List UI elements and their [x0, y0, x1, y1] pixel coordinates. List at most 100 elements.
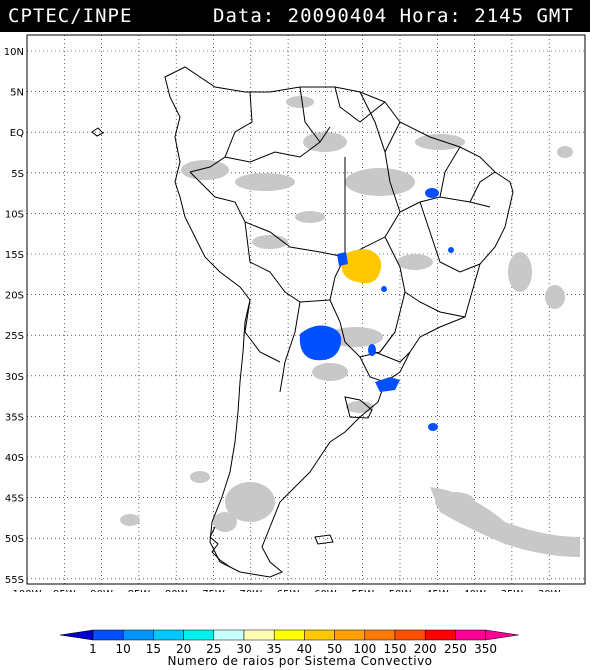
lat-tick-label: 50S	[5, 534, 24, 545]
storm-blue	[428, 423, 438, 431]
lat-tick-label: 25S	[5, 331, 24, 342]
island-outline	[91, 127, 104, 137]
legend-swatch	[213, 629, 245, 641]
cloud-cell	[397, 254, 433, 270]
storm-blue	[299, 325, 342, 361]
lat-tick-label: 30S	[5, 372, 24, 383]
state-border	[374, 351, 411, 363]
cloud-cell	[235, 173, 295, 191]
lon-tick-label: 80W	[165, 589, 188, 592]
legend-swatch	[153, 629, 184, 641]
legend-swatch	[183, 629, 215, 641]
storm-blue	[337, 252, 348, 266]
legend-swatch	[394, 629, 426, 641]
border-line	[189, 171, 346, 258]
storm-blue	[425, 188, 439, 198]
legend-value: 40	[297, 642, 312, 654]
lon-tick-label: 50W	[389, 589, 412, 592]
time-value: 2145 GMT	[474, 5, 574, 27]
cloud-cell	[557, 146, 573, 158]
lon-tick-label: 60W	[314, 589, 337, 592]
lon-tick-label: 55W	[351, 589, 374, 592]
border-line	[299, 86, 321, 143]
lat-tick-label: 55S	[5, 575, 24, 586]
legend-swatch	[273, 629, 305, 641]
cloud-cell	[508, 252, 532, 292]
lon-tick-label: 40W	[463, 589, 486, 592]
legend-swatch	[304, 629, 335, 641]
lat-tick-label: 5S	[11, 169, 24, 180]
latitude-labels: 10N 5N EQ 5S 10S 15S 20S 25S 30S 35S 40S 45S 50S 55S	[4, 47, 24, 586]
legend-swatch	[334, 629, 366, 641]
cloud-cell	[545, 285, 565, 309]
storm-yellow	[340, 249, 382, 284]
legend-value: 35	[267, 642, 282, 654]
state-border	[384, 121, 401, 213]
lat-tick-label: 10S	[5, 209, 24, 220]
legend-value: 25	[206, 642, 221, 654]
source-label: CPTEC/INPE	[8, 5, 133, 27]
lon-tick-label: 30W	[538, 589, 561, 592]
state-border	[419, 201, 481, 273]
lat-tick-label: EQ	[10, 128, 24, 139]
legend-bar	[59, 629, 519, 641]
legend-value: 15	[146, 642, 161, 654]
cloud-cell	[346, 401, 374, 413]
lightning-map: 10N5NEQ5S10S15S20S25S30S35S40S45S50S55S …	[4, 34, 586, 592]
archipelago-outline	[209, 526, 231, 568]
cloud-cell	[213, 512, 237, 532]
time-label: Hora:	[399, 5, 462, 27]
state-border	[384, 236, 466, 318]
legend-value: 30	[236, 642, 251, 654]
lon-tick-label: 70W	[239, 589, 262, 592]
legend-colorbar: 1 10 15 20 25 30 35 40 50 100 150 200 250 350	[59, 629, 519, 654]
legend-value: 200	[414, 642, 437, 654]
legend-value: 250	[444, 642, 467, 654]
legend-swatch	[424, 629, 456, 641]
legend-arrow-right	[485, 629, 519, 641]
lon-tick-label: 85W	[128, 589, 151, 592]
legend-value: 50	[327, 642, 342, 654]
coastline	[164, 66, 514, 578]
lat-tick-label: 40S	[5, 453, 24, 464]
legend-swatch	[455, 629, 486, 641]
map-frame	[26, 34, 586, 585]
border-line	[224, 126, 331, 163]
header-bar: CPTEC/INPE Data: 20090404 Hora: 2145 GMT	[0, 0, 590, 32]
cloud-cell	[120, 514, 140, 526]
legend-value: 20	[176, 642, 191, 654]
cloud-cell	[312, 363, 348, 381]
legend-swatch	[92, 629, 124, 641]
border-line	[244, 299, 281, 363]
legend-value: 150	[384, 642, 407, 654]
island-outline	[314, 534, 334, 545]
cloud-cell	[181, 160, 229, 180]
cloud-cell	[286, 96, 314, 108]
date-label: Data:	[213, 5, 276, 27]
legend-value: 1	[89, 642, 97, 654]
legend-swatch	[122, 629, 154, 641]
lon-tick-label: 90W	[90, 589, 113, 592]
cloud-cell	[190, 471, 210, 483]
legend-swatch	[364, 629, 396, 641]
lightning-systems	[299, 188, 454, 431]
date-value: 20090404	[287, 5, 388, 27]
legend-value: 100	[353, 642, 376, 654]
border-line	[244, 221, 331, 303]
lon-tick-label: 35W	[501, 589, 524, 592]
legend-value: 10	[116, 642, 131, 654]
lat-tick-label: 20S	[5, 291, 24, 302]
cloud-cell	[295, 211, 325, 223]
cloud-cell	[435, 492, 475, 512]
storm-blue	[375, 377, 400, 392]
lon-tick-label: 45W	[426, 589, 449, 592]
legend-caption: Numero de raios por Sistema Convectivo	[167, 654, 433, 668]
legend-value: 350	[474, 642, 497, 654]
lon-tick-label: 65W	[277, 589, 300, 592]
cloud-cell	[225, 482, 275, 522]
state-border	[439, 146, 461, 198]
longitude-labels: 100W 95W 90W 85W 80W 75W 70W 65W 60W 55W 50W 45W 40W…	[13, 589, 561, 592]
lat-tick-label: 45S	[5, 494, 24, 505]
state-border	[469, 171, 496, 203]
lat-tick-label: 10N	[4, 47, 24, 58]
